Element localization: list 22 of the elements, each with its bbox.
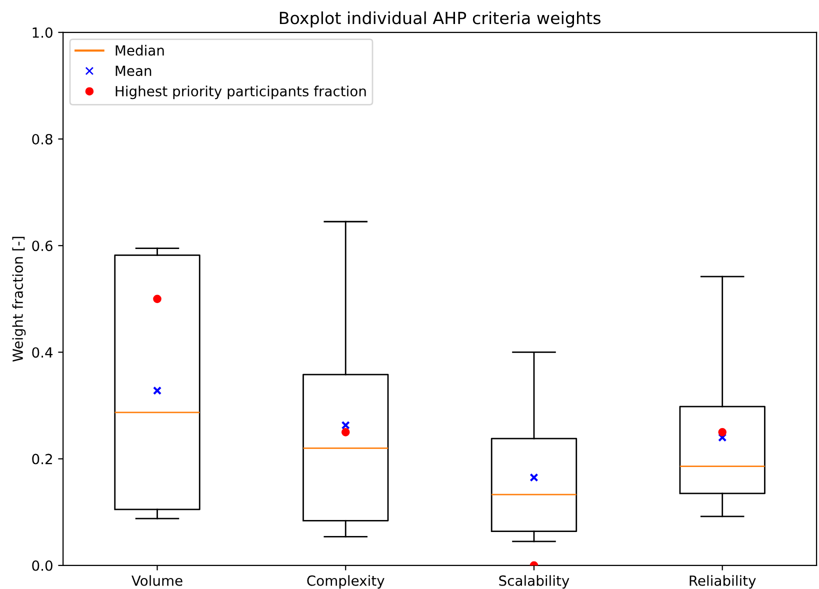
y-tick-label: 1.0 — [32, 27, 52, 38]
point — [718, 433, 727, 442]
y-tick-label: 0.0 — [32, 560, 52, 571]
point — [341, 428, 350, 436]
x-tick-label: Reliability — [690, 575, 756, 589]
y-tick-label: 0.4 — [32, 347, 53, 358]
legend-label: Highest priority participants fraction — [116, 86, 366, 100]
chart-title: Boxplot individual AHP criteria weights — [280, 11, 600, 28]
x-tick-label: Volume — [132, 575, 182, 586]
x-tick-label: Scalability — [499, 575, 570, 589]
y-axis-title: Weight fraction [-] — [12, 236, 26, 362]
point — [341, 420, 350, 430]
x-tick-label: Complexity — [307, 575, 384, 589]
legend-label: Median — [116, 44, 164, 56]
y-tick-label: 0.8 — [32, 134, 52, 144]
y-tick-label: 0.2 — [32, 454, 52, 464]
point — [153, 294, 162, 304]
point — [152, 386, 162, 395]
point — [718, 428, 727, 436]
y-tick-label: 0.6 — [32, 240, 52, 252]
legend-label: Mean — [116, 66, 152, 76]
point — [530, 473, 538, 482]
